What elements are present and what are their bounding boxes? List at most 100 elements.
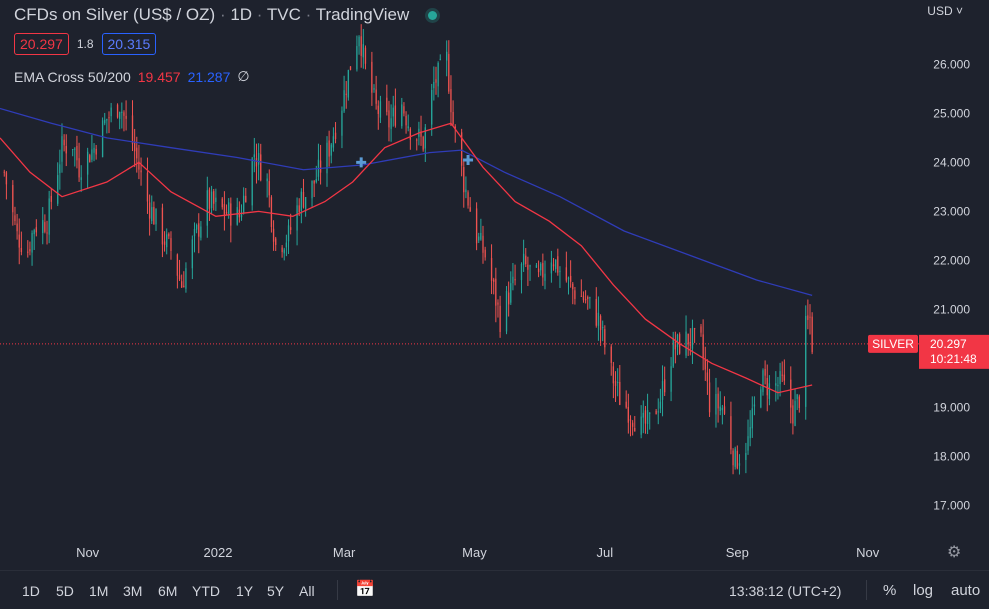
- candle-body: [101, 120, 104, 158]
- range-button-1m[interactable]: 1M: [89, 583, 109, 599]
- candle-body: [790, 379, 792, 408]
- candle-body: [422, 136, 424, 150]
- range-button-all[interactable]: All: [299, 583, 315, 599]
- source-label: TradingView: [315, 5, 410, 24]
- candle-body: [435, 79, 437, 83]
- range-button-3m[interactable]: 3M: [123, 583, 143, 599]
- candle-body: [407, 126, 409, 129]
- candle-body: [619, 381, 621, 405]
- candle-body: [191, 239, 194, 269]
- candle-body: [792, 405, 794, 424]
- candle-body: [751, 408, 753, 429]
- x-tick-label: Nov: [76, 545, 100, 560]
- candle-body: [35, 227, 37, 233]
- candle-body: [446, 51, 448, 61]
- candle-body: [535, 265, 538, 268]
- currency-selector[interactable]: USD ˅: [927, 4, 963, 18]
- candle-body: [12, 185, 14, 213]
- candle-body: [738, 463, 741, 466]
- candle-body: [131, 115, 134, 144]
- candle-body: [505, 291, 508, 332]
- candle-body: [20, 247, 23, 253]
- bottom-toolbar: 1D 5D 1M 3M 6M YTD 1Y 5Y All 📅 13:38:12 …: [0, 570, 989, 609]
- candle-body: [161, 207, 164, 245]
- x-tick-label: Mar: [333, 545, 356, 560]
- range-button-1y[interactable]: 1Y: [236, 583, 254, 599]
- candle-body: [544, 273, 546, 281]
- candle-body: [460, 132, 463, 166]
- bid-price[interactable]: 20.297: [14, 33, 69, 55]
- clock-timezone[interactable]: 13:38:12 (UTC+2): [729, 583, 842, 599]
- range-button-ytd[interactable]: YTD: [192, 583, 220, 599]
- candle-body: [450, 89, 452, 113]
- gear-icon[interactable]: ⚙: [947, 544, 962, 561]
- candle-body: [664, 379, 666, 393]
- candle-body: [454, 126, 456, 129]
- candle-body: [529, 265, 531, 267]
- candle-body: [495, 278, 497, 306]
- candle-body: [798, 396, 800, 408]
- candle-body: [386, 97, 388, 112]
- candle-body: [253, 154, 255, 158]
- candle-body: [63, 139, 65, 146]
- toolbar-divider: [866, 580, 867, 600]
- candle-body: [119, 112, 121, 119]
- candle-body: [3, 171, 5, 173]
- candle-body: [616, 382, 619, 384]
- percent-toggle[interactable]: %: [883, 582, 897, 599]
- range-button-5y[interactable]: 5Y: [267, 583, 285, 599]
- candle-body: [240, 214, 243, 218]
- candle-body: [14, 215, 16, 222]
- candle-body: [89, 155, 91, 163]
- interval-label[interactable]: 1D: [230, 5, 253, 24]
- ask-price[interactable]: 20.315: [101, 33, 157, 55]
- candle-body: [507, 292, 510, 305]
- candle-body: [95, 148, 97, 155]
- symbol-title[interactable]: CFDs on Silver (US$ / OZ): [14, 5, 216, 24]
- range-button-5d[interactable]: 5D: [56, 583, 74, 599]
- candle-body: [93, 147, 95, 153]
- candle-body: [567, 277, 570, 280]
- candle-body: [522, 253, 525, 265]
- candle-body: [183, 285, 185, 288]
- candle-body: [260, 154, 262, 181]
- range-button-6m[interactable]: 6M: [158, 583, 178, 599]
- candle-body: [781, 374, 783, 376]
- candle-body: [736, 450, 738, 469]
- candle-body: [332, 136, 335, 148]
- ema50-value: 19.457: [137, 68, 181, 85]
- candle-body: [148, 202, 151, 219]
- x-tick-label: May: [462, 545, 487, 560]
- candle-body: [629, 419, 632, 421]
- price-chart[interactable]: 17.00018.00019.00020.00021.00022.00023.0…: [0, 0, 989, 570]
- x-tick-label: Sep: [726, 545, 749, 560]
- candle-body: [364, 47, 367, 64]
- candle-body: [439, 58, 441, 60]
- candle-body: [347, 70, 350, 98]
- candle-body: [766, 378, 768, 396]
- candle-body: [783, 374, 786, 381]
- range-button-1d[interactable]: 1D: [22, 583, 40, 599]
- indicator-legend[interactable]: EMA Cross 50/200 19.457 21.287 ∅: [14, 68, 250, 85]
- auto-toggle[interactable]: auto: [951, 582, 981, 599]
- calendar-icon[interactable]: 📅: [355, 581, 375, 598]
- candle-body: [138, 161, 140, 170]
- candle-body: [300, 191, 303, 211]
- indicator-name[interactable]: EMA Cross 50/200: [14, 68, 131, 85]
- candle-body: [809, 316, 811, 318]
- log-toggle[interactable]: log: [913, 582, 934, 599]
- candle-body: [732, 450, 734, 466]
- candle-body: [734, 448, 736, 467]
- candle-body: [557, 256, 559, 273]
- candle-body: [749, 427, 751, 439]
- candle-body: [589, 297, 591, 299]
- candle-body: [779, 371, 781, 385]
- candle-body: [185, 268, 187, 289]
- candle-body: [213, 191, 215, 204]
- candle-body: [424, 127, 426, 149]
- candle-body: [373, 88, 375, 90]
- candle-body: [155, 208, 157, 225]
- candle-body: [379, 101, 382, 118]
- candle-body: [794, 400, 796, 426]
- candle-body: [499, 305, 501, 333]
